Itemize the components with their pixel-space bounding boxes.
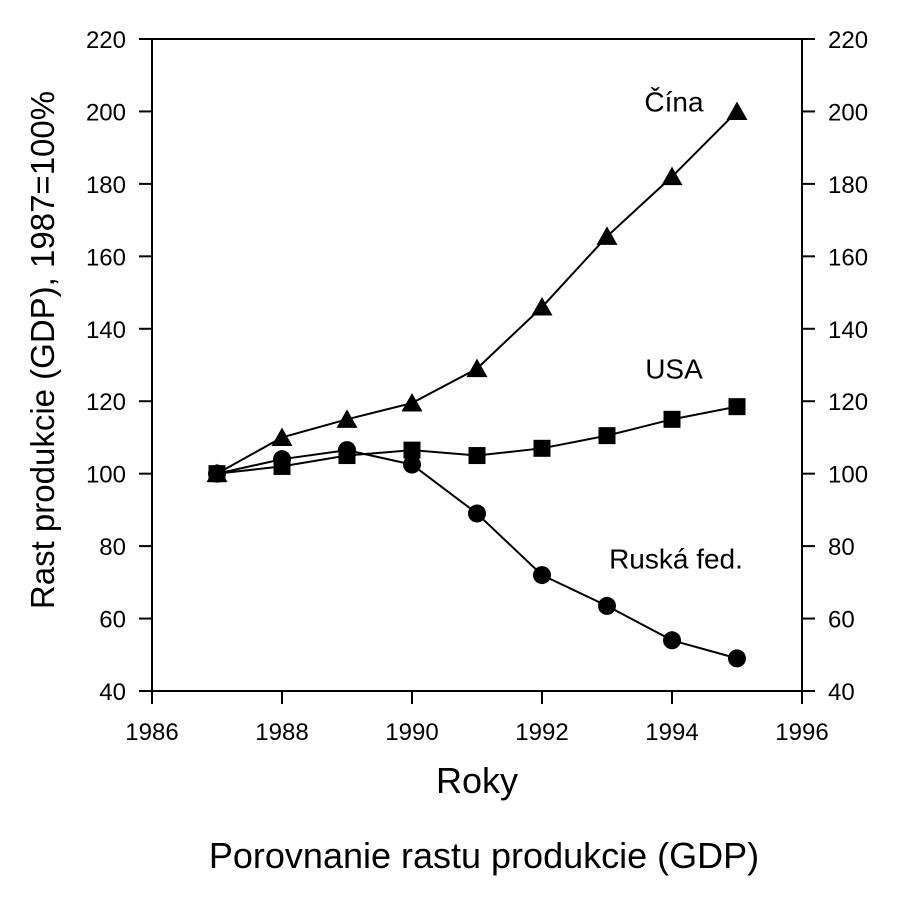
circle-marker [598,596,616,615]
triangle-marker [531,297,553,316]
circle-marker [533,566,551,585]
triangle-marker [466,358,488,378]
series-markers-0 [206,101,748,483]
series-markers-2 [208,441,746,668]
plot-frame [151,38,803,692]
svg-text:120: 120 [86,389,126,416]
svg-text:1992: 1992 [515,719,568,746]
triangle-marker [401,393,423,412]
svg-text:120: 120 [828,389,868,416]
svg-text:1990: 1990 [385,719,438,746]
triangle-marker [271,427,293,446]
svg-text:200: 200 [86,99,126,126]
svg-text:40: 40 [99,679,126,706]
svg-text:200: 200 [828,99,868,126]
square-marker [468,447,486,465]
svg-text:1986: 1986 [125,719,178,746]
svg-text:1988: 1988 [255,719,308,746]
svg-text:220: 220 [828,27,868,54]
x-axis-ticks [151,691,803,704]
square-marker [728,398,746,416]
svg-text:60: 60 [828,607,855,634]
circle-marker [403,455,421,474]
y-axis-title: Rast produkcie (GDP), 1987=100% [24,90,61,610]
square-marker [403,441,421,459]
svg-text:160: 160 [86,244,126,271]
y-axis-ticks [139,38,815,692]
triangle-marker [661,166,683,186]
circle-marker [208,464,226,483]
triangle-marker [336,409,358,428]
circle-marker [468,504,486,523]
series-line-0 [216,110,738,475]
chart-title: Porovnanie rastu produkcie (GDP) [208,835,760,876]
triangle-marker [596,226,618,245]
x-axis-tick-labels: 1986 1988 1990 1992 1994 1996 [125,719,828,746]
svg-text:180: 180 [828,172,868,199]
svg-text:180: 180 [86,172,126,199]
svg-text:60: 60 [99,607,126,634]
circle-marker [663,631,681,650]
y-axis-tick-labels-right: 40 60 80 100 120 140 160 180 200 220 [828,27,868,706]
square-marker [598,427,616,445]
circle-marker [728,649,746,668]
svg-text:80: 80 [828,534,855,561]
series-label-2: Ruská fed. [609,544,743,575]
svg-text:160: 160 [828,244,868,271]
square-marker [663,410,681,428]
svg-text:80: 80 [99,534,126,561]
svg-text:100: 100 [828,462,868,489]
circle-marker [273,450,291,469]
svg-text:220: 220 [86,27,126,54]
series-label-0: Čína [644,87,704,118]
square-marker [533,439,551,457]
series-label-1: USA [645,354,703,385]
svg-text:1996: 1996 [775,719,828,746]
y-axis-tick-labels-left: 40 60 80 100 120 140 160 180 200 220 [86,27,126,706]
x-axis-title: Roky [435,760,519,801]
svg-text:100: 100 [86,462,126,489]
svg-text:140: 140 [86,317,126,344]
triangle-marker [726,101,748,120]
svg-text:140: 140 [828,317,868,344]
circle-marker [338,441,356,460]
svg-text:40: 40 [828,679,855,706]
svg-text:1994: 1994 [645,719,698,746]
